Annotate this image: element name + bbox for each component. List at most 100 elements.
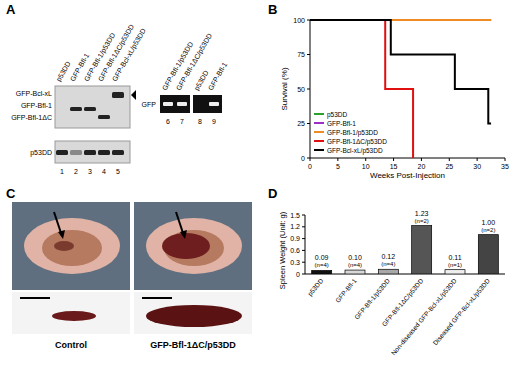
annotation: (n=4) xyxy=(381,261,395,267)
y-tick-label: 0 xyxy=(296,271,300,278)
bar xyxy=(445,270,465,274)
legend-swatch xyxy=(314,113,324,115)
x-axis xyxy=(310,158,505,159)
legend-swatch xyxy=(314,149,324,151)
x-axis-label: Weeks Post-Injection xyxy=(370,171,445,180)
y-tick xyxy=(302,238,305,239)
annotation: (n=4) xyxy=(348,262,362,268)
bar xyxy=(412,226,432,274)
lane-number: 2 xyxy=(74,168,78,175)
plot-area xyxy=(310,20,491,158)
legend-swatch xyxy=(314,122,324,124)
blot-band xyxy=(98,115,110,119)
lane-label: GFP-Bfl-1ΔC/p53DD xyxy=(175,32,214,92)
band-label: GFP-Bfl-1ΔC xyxy=(11,114,52,121)
y-tick-label: 1.5 xyxy=(290,212,300,219)
bar xyxy=(312,270,332,274)
y-tick xyxy=(302,262,305,263)
x-tick-label: 25 xyxy=(445,163,453,170)
lane-number: 7 xyxy=(180,118,184,125)
blot-band xyxy=(70,150,82,155)
blot-membrane xyxy=(55,86,130,128)
lane-label: GFP-Bfl-1 xyxy=(207,61,229,92)
legend-swatch xyxy=(314,131,324,133)
gel-band xyxy=(177,102,187,106)
data-label: 1.23 xyxy=(415,210,429,217)
x-tick-label: Diseased GFP-Bcl-xL/p53DD xyxy=(431,277,492,347)
annotation: (n=2) xyxy=(481,227,495,233)
scale-bar xyxy=(20,297,50,299)
annotation: (n=4) xyxy=(315,262,329,268)
blot-band xyxy=(98,150,110,155)
arrowhead xyxy=(131,90,136,100)
legend-label: GFP-Bfl-1/p53DD xyxy=(327,129,378,137)
arrowhead xyxy=(180,230,187,239)
x-tick-label: 15 xyxy=(390,163,398,170)
lane-number: 6 xyxy=(166,118,170,125)
y-tick xyxy=(307,89,310,90)
y-tick-label: 0 xyxy=(301,155,305,162)
gel xyxy=(160,95,190,113)
lane-label: GFP-Bcl-xL/p53DD xyxy=(111,27,148,83)
x-tick-label: GFP-Bfl-1/p53DD xyxy=(353,277,392,321)
data-label: 1.00 xyxy=(482,219,496,226)
x-tick xyxy=(505,158,506,161)
annotation: (n=2) xyxy=(415,218,429,224)
y-tick xyxy=(307,20,310,21)
y-tick-label: 50 xyxy=(297,86,305,93)
panel-letter: D xyxy=(268,186,277,201)
lane-number: 4 xyxy=(102,168,106,175)
y-tick xyxy=(307,123,310,124)
survival-line xyxy=(310,20,413,158)
gel-band xyxy=(209,102,219,106)
spleen-in-situ xyxy=(162,233,210,259)
bar xyxy=(478,235,498,274)
x-tick-label: 10 xyxy=(362,163,370,170)
y-axis-label: Survival (%) xyxy=(280,67,289,110)
y-tick xyxy=(302,226,305,227)
panel-letter: A xyxy=(6,2,16,17)
y-tick xyxy=(302,215,305,216)
band-label: GFP-Bfl-1 xyxy=(21,102,52,109)
y-tick-label: 0.3 xyxy=(290,259,300,266)
mouse-body xyxy=(146,218,242,274)
bar xyxy=(378,269,398,274)
lane-number: 5 xyxy=(116,168,120,175)
spleen xyxy=(52,311,96,321)
lane-number: 8 xyxy=(198,118,202,125)
x-tick-label: 20 xyxy=(418,163,426,170)
blot-band xyxy=(112,150,124,155)
spleen xyxy=(146,305,242,327)
band-label: GFP xyxy=(142,101,157,108)
photo-label: GFP-Bfl-1ΔC/p53DD xyxy=(150,340,236,350)
x-tick xyxy=(337,158,338,161)
photo xyxy=(134,202,252,290)
x-tick-label: 30 xyxy=(473,163,481,170)
blot-band xyxy=(70,107,82,111)
x-axis xyxy=(305,274,505,275)
x-tick xyxy=(449,158,450,161)
arrowhead xyxy=(58,230,65,239)
x-tick xyxy=(310,158,311,161)
band-label: p53DD xyxy=(30,149,52,157)
x-tick-label: Non-diseased GFP-Bcl-xL/p53DD xyxy=(390,277,459,357)
gel-band xyxy=(163,102,173,106)
x-tick xyxy=(393,158,394,161)
y-axis xyxy=(305,215,306,274)
figure: ABCDp53DDGFP-Bfl-1GFP-Bfl-1/p53DDGFP-Bfl… xyxy=(0,0,520,368)
y-tick-label: 100 xyxy=(293,17,305,24)
photo-label: Control xyxy=(55,340,87,350)
legend-label: p53DD xyxy=(327,111,348,119)
blot-band xyxy=(84,107,96,111)
y-tick-label: 1.2 xyxy=(290,223,300,230)
y-tick-label: 0.6 xyxy=(290,247,300,254)
blot-membrane xyxy=(55,141,130,163)
y-tick xyxy=(307,54,310,55)
blot-band xyxy=(56,150,68,155)
y-tick-label: 0.9 xyxy=(290,235,300,242)
mouse-body xyxy=(24,218,120,274)
photo xyxy=(12,202,130,290)
x-tick-label: 35 xyxy=(501,163,509,170)
lane-number: 9 xyxy=(212,118,216,125)
panel-letter: B xyxy=(268,2,277,17)
